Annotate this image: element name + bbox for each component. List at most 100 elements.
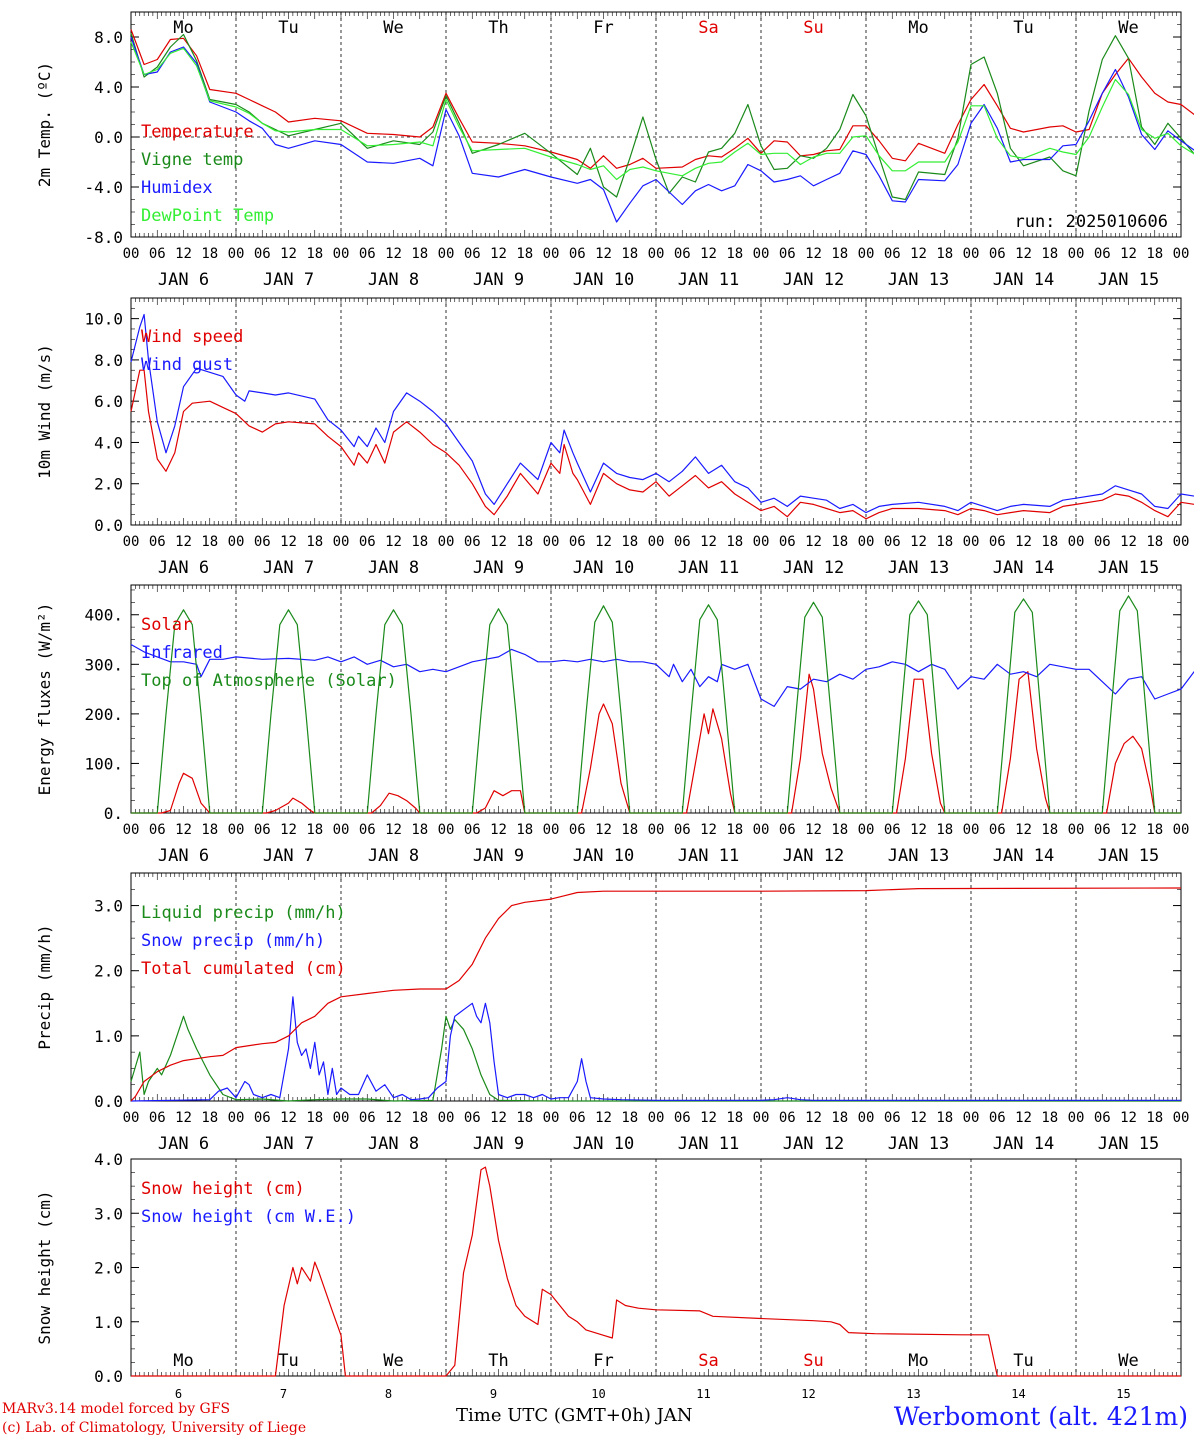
hour-label: 06	[674, 822, 691, 838]
hour-label: 18	[1146, 1110, 1163, 1126]
hour-label: 00	[753, 246, 770, 262]
hour-label: 00	[543, 246, 560, 262]
hour-label: 12	[385, 1110, 402, 1126]
y-axis-title: 2m Temp. (ºC)	[35, 62, 54, 187]
y-axis-title: Snow height (cm)	[35, 1190, 54, 1344]
hour-label: 06	[149, 822, 166, 838]
y-tick-label: 8.0	[94, 28, 123, 47]
hour-label: 12	[805, 246, 822, 262]
weekday-label-bottom: Fr	[593, 1351, 613, 1371]
legend-entry: Wind gust	[141, 355, 233, 375]
hour-label: 18	[201, 822, 218, 838]
panel-5: 4.0 3.0 2.0 1.0 0.0 Snow height (cm) Snow heig…	[35, 1150, 1182, 1386]
hour-label: 00	[543, 534, 560, 550]
hour-label: 18	[726, 534, 743, 550]
hour-label: 06	[464, 822, 481, 838]
hour-label: 00	[438, 246, 455, 262]
hour-label: 06	[359, 246, 376, 262]
y-axis-title: Energy fluxes (W/m²)	[35, 603, 54, 796]
hour-label: 12	[280, 1110, 297, 1126]
y-tick-label: -8.0	[84, 228, 123, 247]
hour-label: 12	[490, 822, 507, 838]
hour-label: 06	[674, 534, 691, 550]
hour-label: 12	[700, 822, 717, 838]
hour-label: 06	[254, 1110, 271, 1126]
series-line-top-of-atmosphere-solar-	[131, 595, 1181, 814]
hour-label: 06	[464, 1110, 481, 1126]
weekday-header: We	[1118, 18, 1138, 38]
hour-label: 00	[648, 822, 665, 838]
hour-label: 12	[280, 534, 297, 550]
y-tick-label: 3.0	[94, 897, 123, 916]
hour-label: 12	[910, 822, 927, 838]
y-tick-label: 3.0	[94, 1204, 123, 1223]
hour-label: 06	[1094, 246, 1111, 262]
date-label: JAN 10	[573, 270, 634, 290]
hour-label: 12	[1015, 822, 1032, 838]
hour-label: 18	[516, 1110, 533, 1126]
hour-label: 18	[1146, 534, 1163, 550]
hour-label: 18	[621, 822, 638, 838]
legend-entry: Vigne temp	[141, 150, 243, 170]
day-number: 12	[801, 1387, 815, 1401]
hour-label: 12	[700, 1110, 717, 1126]
hour-label: 18	[621, 534, 638, 550]
date-label: JAN 14	[993, 846, 1054, 866]
series-line-liquid-precip-mm-h-	[130, 1015, 1181, 1102]
hour-label: 06	[569, 822, 586, 838]
hour-label: 06	[1094, 822, 1111, 838]
hour-label: 12	[175, 246, 192, 262]
hour-label: 18	[1041, 1110, 1058, 1126]
day-number: 11	[696, 1387, 710, 1401]
series-line-infrared	[130, 643, 1194, 707]
date-label: JAN 11	[678, 846, 739, 866]
date-label: JAN 15	[1098, 846, 1159, 866]
hour-label: 12	[175, 1110, 192, 1126]
panel-4: 3.0 2.0 1.0 0.0 Precip (mm/h) Liquid precip (…	[35, 872, 1189, 1154]
series-line-humidex	[130, 36, 1194, 223]
panel-2: 10.0 8.0 6.0 4.0 2.0 0.0 10m Wind (m/s) Wind sp…	[35, 297, 1194, 578]
hour-label: 00	[753, 822, 770, 838]
y-tick-label: 0.0	[94, 1092, 123, 1111]
hour-label: 12	[595, 822, 612, 838]
hour-label: 06	[254, 246, 271, 262]
date-label: JAN 9	[473, 1134, 524, 1154]
hour-label: 12	[700, 246, 717, 262]
hour-label: 18	[831, 1110, 848, 1126]
series-line-snow-precip-mm-h-	[130, 996, 1181, 1102]
hour-label: 18	[831, 822, 848, 838]
hour-label: 06	[569, 1110, 586, 1126]
hour-label: 18	[201, 1110, 218, 1126]
hour-label: 12	[280, 246, 297, 262]
hour-label: 00	[1068, 534, 1085, 550]
weekday-header: Mo	[908, 18, 928, 38]
hour-label: 12	[1015, 246, 1032, 262]
hour-label: 00	[228, 822, 245, 838]
date-label: JAN 10	[573, 558, 634, 578]
hour-label: 12	[175, 822, 192, 838]
hour-label: 18	[516, 246, 533, 262]
hour-label: 00	[438, 534, 455, 550]
hour-label: 06	[359, 534, 376, 550]
hour-label: 12	[385, 822, 402, 838]
date-label: JAN 13	[888, 558, 949, 578]
y-tick-label: 8.0	[94, 351, 123, 370]
hour-label: 00	[438, 1110, 455, 1126]
hour-label: 00	[753, 1110, 770, 1126]
y-tick-label: 6.0	[94, 392, 123, 411]
date-label: JAN 14	[993, 1134, 1054, 1154]
hour-label: 00	[648, 1110, 665, 1126]
y-tick-label: 2.0	[94, 962, 123, 981]
weekday-label-bottom: Sa	[698, 1351, 718, 1371]
hour-label: 12	[175, 534, 192, 550]
hour-label: 00	[1068, 246, 1085, 262]
date-label: JAN 9	[473, 846, 524, 866]
hour-label: 06	[569, 534, 586, 550]
date-label: JAN 15	[1098, 270, 1159, 290]
site-name: Werbomont (alt. 421m)	[893, 1402, 1188, 1431]
weekday-header: Sa	[698, 18, 718, 38]
hour-label: 18	[306, 534, 323, 550]
hour-label: 06	[359, 822, 376, 838]
hour-label: 18	[621, 1110, 638, 1126]
